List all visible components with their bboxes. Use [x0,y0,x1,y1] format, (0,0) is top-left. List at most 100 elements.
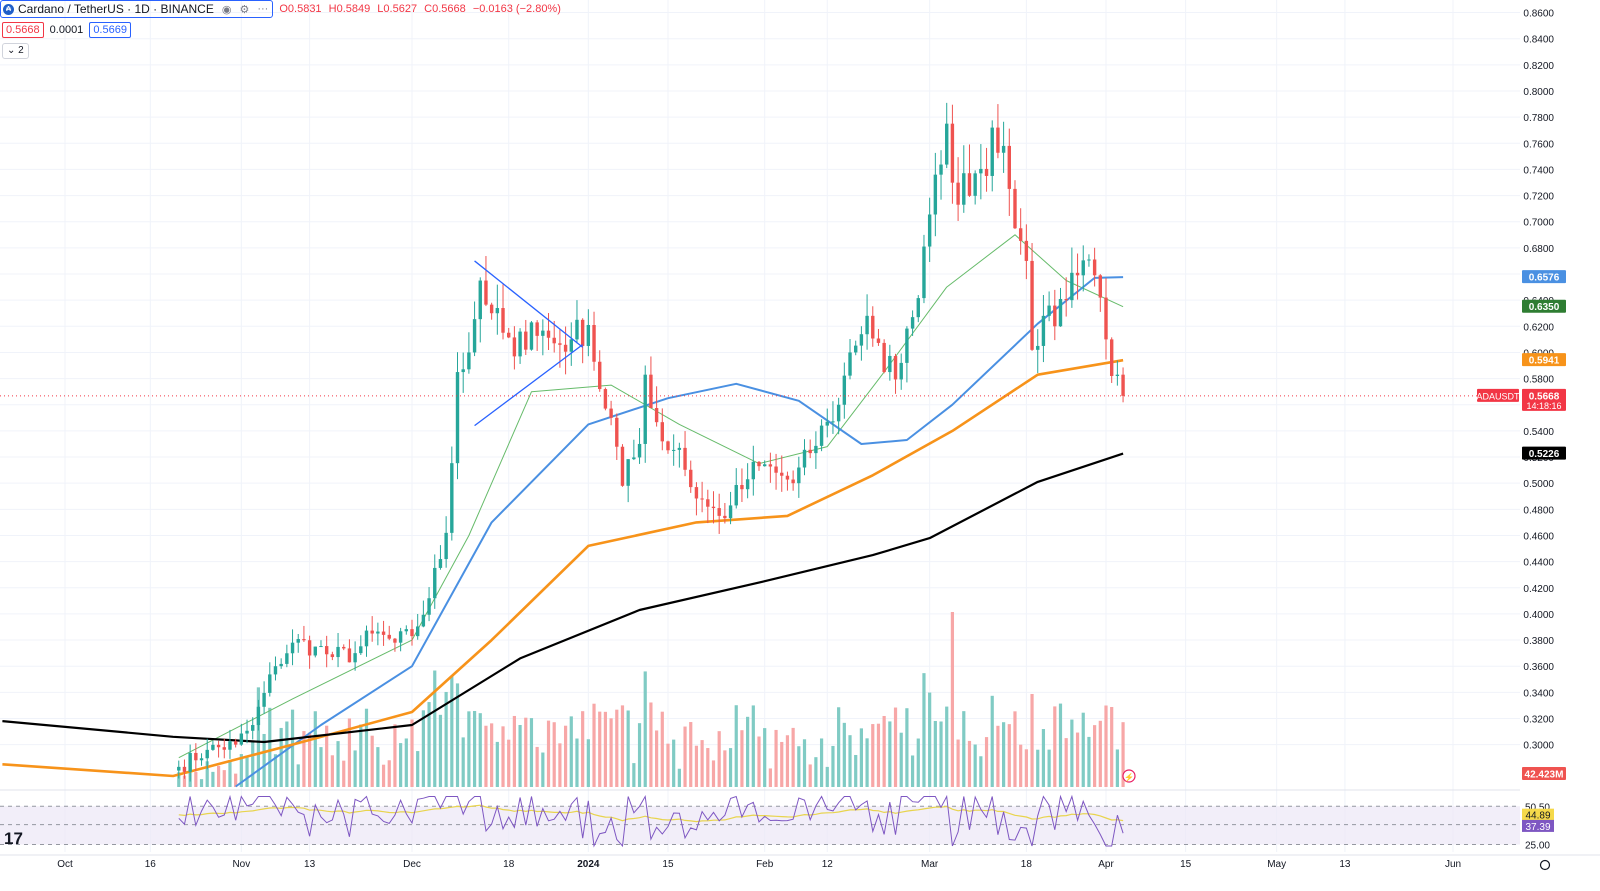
candle-body [558,343,562,345]
candle-body [1092,259,1097,276]
time-tick-label: Jun [1445,859,1461,870]
candle-body [888,355,892,373]
lightning-glyph: ⚡ [1124,772,1134,782]
more-icon[interactable]: ··· [257,3,269,15]
candle-body [916,298,920,318]
close-value: 0.5668 [432,3,466,15]
candle-body [1121,374,1125,396]
candle-body [910,317,915,329]
time-tick-label: 13 [304,859,316,870]
volume-bar [854,754,858,787]
volume-bar [552,722,556,787]
change-value: −0.0163 (−2.80%) [472,3,561,15]
eye-icon[interactable]: ◉ [221,3,232,16]
volume-bar [723,750,727,787]
volume-bar [518,724,522,787]
candle-body [649,374,653,409]
volume-bar [637,723,642,787]
candle-body [512,337,517,357]
candle-body [797,467,801,484]
candle-body [723,515,727,519]
time-tick-label: Dec [403,859,421,870]
axis-settings-icon[interactable] [1539,859,1551,871]
volume-bar [996,725,1000,787]
volume-bar [427,702,431,787]
time-tick-label: 18 [503,859,515,870]
volume-bar [302,731,306,787]
volume-bar [859,728,863,787]
rsi-pane [0,789,1600,848]
volume-bar [194,772,198,787]
indicators-toggle[interactable]: ⌄ 2 [2,43,29,59]
volume-bar [433,670,437,787]
price-tick-label: 0.7200 [1523,192,1554,203]
price-tick-label: 0.5000 [1523,479,1554,490]
volume-bar [239,754,243,787]
candle-body [734,484,738,506]
candle-body [666,441,670,451]
volume-bar [182,775,187,787]
candle-body [552,337,556,344]
volume-bar [222,770,226,787]
candle-body [774,466,778,473]
candle-body [819,425,824,446]
candle-body [950,123,955,183]
candle-body [484,280,488,305]
volume-bar [945,706,949,787]
volume-bar [1047,749,1051,787]
candle-body [586,324,591,346]
time-tick-label: Mar [921,859,939,870]
volume-bar [205,761,209,787]
sell-price-button[interactable]: 0.5668 [2,22,44,38]
volume-bar [825,766,829,787]
price-tick-label: 0.8600 [1523,9,1554,20]
volume-bar [950,612,955,787]
ohlc-values: O0.5831 H0.5849 L0.5627 C0.5668 −0.0163 … [279,3,561,15]
candle-body [967,173,972,196]
candle-body [398,631,403,643]
buy-price-button[interactable]: 0.5669 [89,22,131,38]
candle-body [643,374,647,444]
volume-bar [973,744,977,787]
volume-bar [1058,703,1063,787]
volume-bar [501,726,505,787]
volume-bar [871,724,875,787]
rsi-tick-label: 50.50 [1525,802,1550,813]
volume-bar [780,741,784,787]
candle-body [569,339,573,352]
symbol-tag: ADAUSDT [1476,391,1520,401]
candle-body [865,315,869,335]
price-tick-label: 0.6800 [1523,244,1554,255]
price-tick-label: 0.7800 [1523,113,1554,124]
volume-bar [620,705,625,787]
candle-body [404,629,409,632]
price-tick-label: 0.5400 [1523,427,1554,438]
candle-body [1109,339,1114,376]
volume-bar [455,683,460,787]
candle-body [694,487,699,499]
time-tick-label: 12 [822,859,834,870]
candle-body [524,331,528,350]
candle-body [307,640,312,656]
volume-bar [444,691,448,787]
volume-bar [381,764,386,787]
volume-bar [529,718,534,787]
open-value: 0.5831 [287,3,322,15]
high-value: 0.5849 [336,3,371,15]
symbol-selector[interactable]: ₳ Cardano / TetherUS · 1D · BINANCE ◉ ⚙ … [0,0,274,18]
volume-bar [1121,722,1125,787]
candle-body [461,369,465,373]
candle-body [489,304,494,314]
time-tick-label: Oct [57,859,73,870]
volume-bar [1070,719,1074,787]
candle-body [546,330,551,338]
volume-bar [359,724,363,787]
candle-body [535,322,539,336]
candle-body [450,463,454,533]
lightning-icon[interactable] [1122,769,1136,783]
candle-body [455,372,460,464]
candle-body [273,666,278,675]
settings-icon[interactable]: ⚙ [239,3,250,16]
candle-body [1007,145,1011,189]
